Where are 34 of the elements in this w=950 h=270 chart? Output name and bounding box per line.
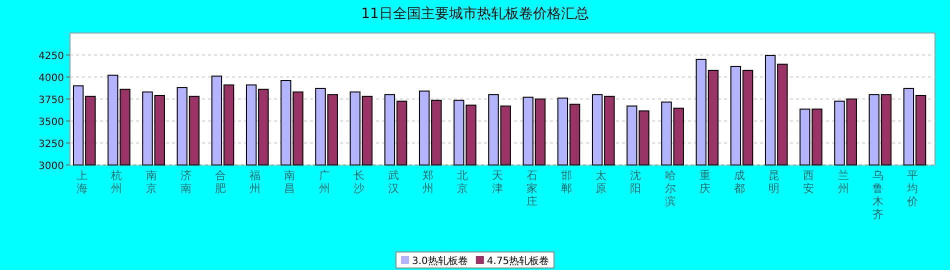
x-tick-label: 郑州	[422, 169, 434, 195]
x-tick-label: 兰州	[838, 169, 849, 195]
x-tick-label: 沈阳	[630, 169, 642, 195]
x-tick-label: 福州	[250, 169, 261, 195]
x-tick-label: 哈尔滨	[664, 169, 676, 208]
x-tick-label: 天津	[492, 169, 503, 195]
x-tick-label: 济南	[180, 169, 192, 195]
x-tick-label: 南京	[146, 169, 157, 195]
y-tick-label: 3500	[38, 117, 64, 128]
x-tick-label: 昆明	[768, 169, 780, 195]
x-tick-label: 平均价	[906, 169, 918, 208]
y-tick-label: 4250	[38, 51, 64, 62]
x-tick-label: 石家庄	[526, 169, 538, 208]
x-tick-label: 广州	[318, 169, 330, 195]
chart-title: 11日全国主要城市热轧板卷价格汇总	[361, 6, 589, 22]
y-tick-label: 3250	[38, 139, 64, 150]
y-tick-label: 3000	[38, 161, 64, 172]
x-tick-label: 长沙	[353, 169, 364, 195]
x-tick-label: 太原	[596, 169, 607, 195]
x-tick-label: 重庆	[699, 169, 710, 195]
x-tick-label: 乌鲁木齐	[872, 169, 884, 221]
x-tick-label: 合肥	[215, 169, 226, 195]
x-tick-label: 杭州	[110, 169, 122, 195]
x-tick-label: 邯郸	[561, 169, 572, 195]
y-tick-label: 3750	[38, 95, 64, 106]
legend-label: 4.75热轧板卷	[486, 255, 550, 267]
x-tick-label: 武汉	[388, 169, 400, 195]
x-tick-label: 南昌	[284, 169, 296, 195]
x-tick-label: 成都	[734, 169, 746, 195]
x-tick-label: 西安	[803, 169, 814, 195]
legend-label: 3.0热轧板卷	[412, 255, 468, 267]
x-tick-label: 北京	[457, 169, 468, 195]
y-tick-label: 4000	[38, 73, 64, 84]
x-tick-label: 上海	[76, 169, 88, 195]
